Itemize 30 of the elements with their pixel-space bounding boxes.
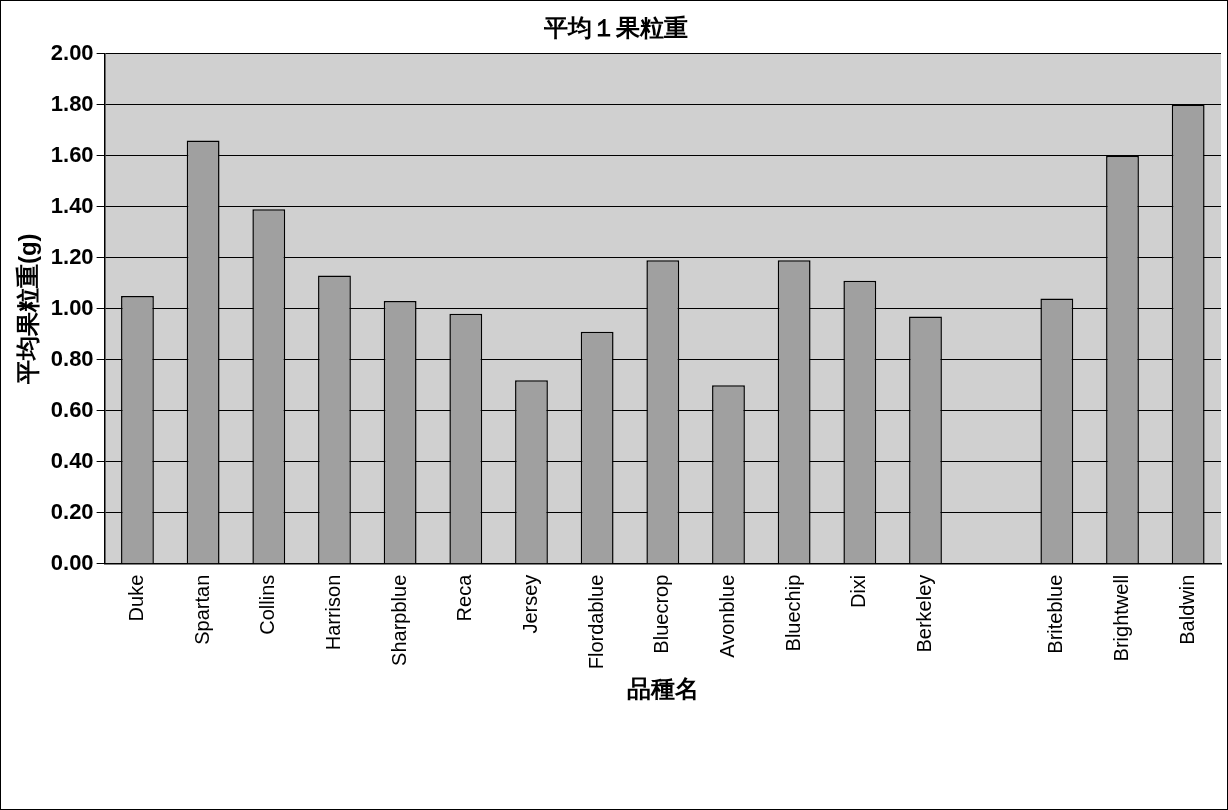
x-tick-label: Dixi — [847, 574, 870, 609]
x-tick-label: Baldwin — [1175, 574, 1198, 645]
y-tick-label: 0.40 — [50, 447, 94, 473]
x-tick-label: Harrison — [321, 574, 344, 651]
y-tick-label: 1.40 — [50, 192, 94, 218]
y-tick-label: 0.20 — [50, 498, 94, 524]
x-tick-label: Duke — [124, 574, 147, 622]
y-tick-label: 1.20 — [50, 243, 94, 269]
y-tick-label: 0.60 — [50, 396, 94, 422]
y-tick-label: 0.80 — [50, 345, 94, 371]
y-tick-label: 1.60 — [50, 141, 94, 167]
x-tick-label: Berkeley — [913, 574, 935, 653]
y-tick-label: 1.80 — [50, 90, 94, 116]
x-tick-label: Spartan — [190, 574, 213, 645]
y-tick-label: 2.00 — [50, 39, 94, 65]
x-tick-label: Brightwell — [1110, 574, 1133, 662]
chart-title: 平均１果粒重 — [543, 14, 688, 42]
x-axis-title: 品種名 — [626, 675, 699, 703]
x-tick-label: Collins — [256, 574, 279, 635]
x-tick-label: Sharpblue — [387, 574, 410, 666]
x-tick-label: Reca — [453, 573, 476, 622]
y-tick-label: 0.00 — [50, 549, 94, 575]
x-tick-label: Briteblue — [1044, 574, 1067, 654]
x-tick-label: Flordablue — [584, 574, 607, 670]
x-tick-label: Bluecrop — [650, 574, 673, 654]
x-tick-label: Jersey — [518, 574, 541, 634]
x-tick-label: Avonblue — [715, 574, 738, 658]
y-axis-title: 平均果粒重(g) — [14, 233, 42, 386]
y-tick-label: 1.00 — [50, 294, 94, 320]
x-tick-label: Bluechip — [781, 574, 804, 652]
